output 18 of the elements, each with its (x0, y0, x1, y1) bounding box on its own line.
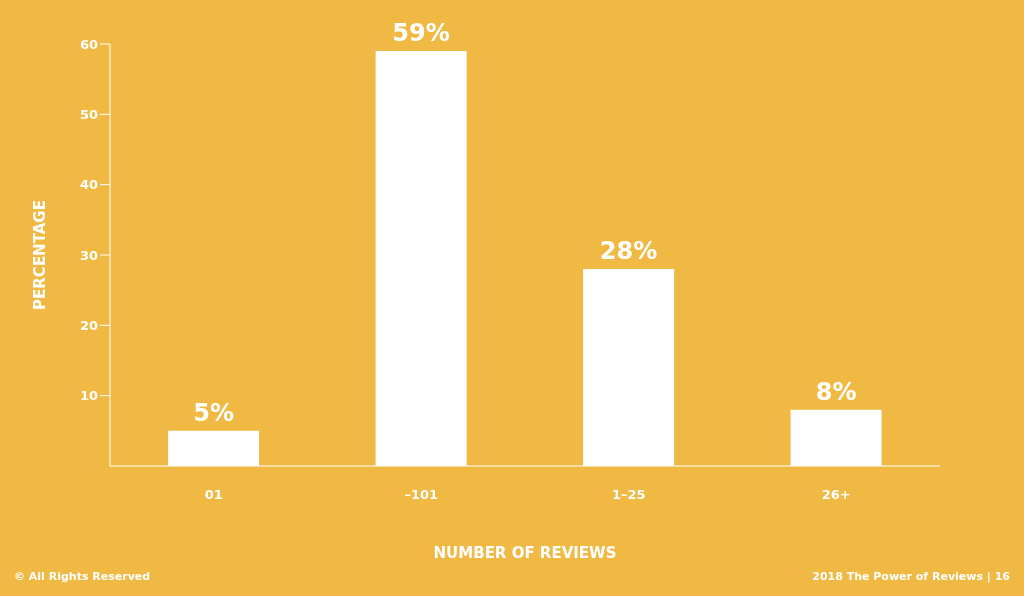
text: © All Rights Reserved (14, 570, 151, 583)
data-label: 59% (392, 19, 450, 48)
x-axis-title: NUMBER OF REVIEWS (433, 544, 617, 562)
y-tick-label: 60 (79, 36, 98, 52)
y-tick-label: 10 (79, 388, 98, 404)
data-label: 28% (599, 237, 658, 266)
y-tick-label: 50 (79, 106, 98, 122)
x-tick-label: 1–25 (611, 487, 646, 503)
x-tick-label: –101 (404, 487, 439, 503)
y-tick-label: 20 (79, 317, 98, 333)
y-axis-title: PERCENTAGE (31, 200, 50, 310)
text: 2018 The Power of Reviews | 16 (812, 570, 1010, 583)
x-tick-label: 26+ (821, 487, 851, 503)
x-tick-label: 01 (204, 487, 223, 503)
y-tick-label: 30 (79, 247, 98, 263)
data-label: 5% (193, 398, 234, 427)
data-label: 8% (815, 377, 857, 406)
y-tick-label: 40 (79, 177, 98, 193)
